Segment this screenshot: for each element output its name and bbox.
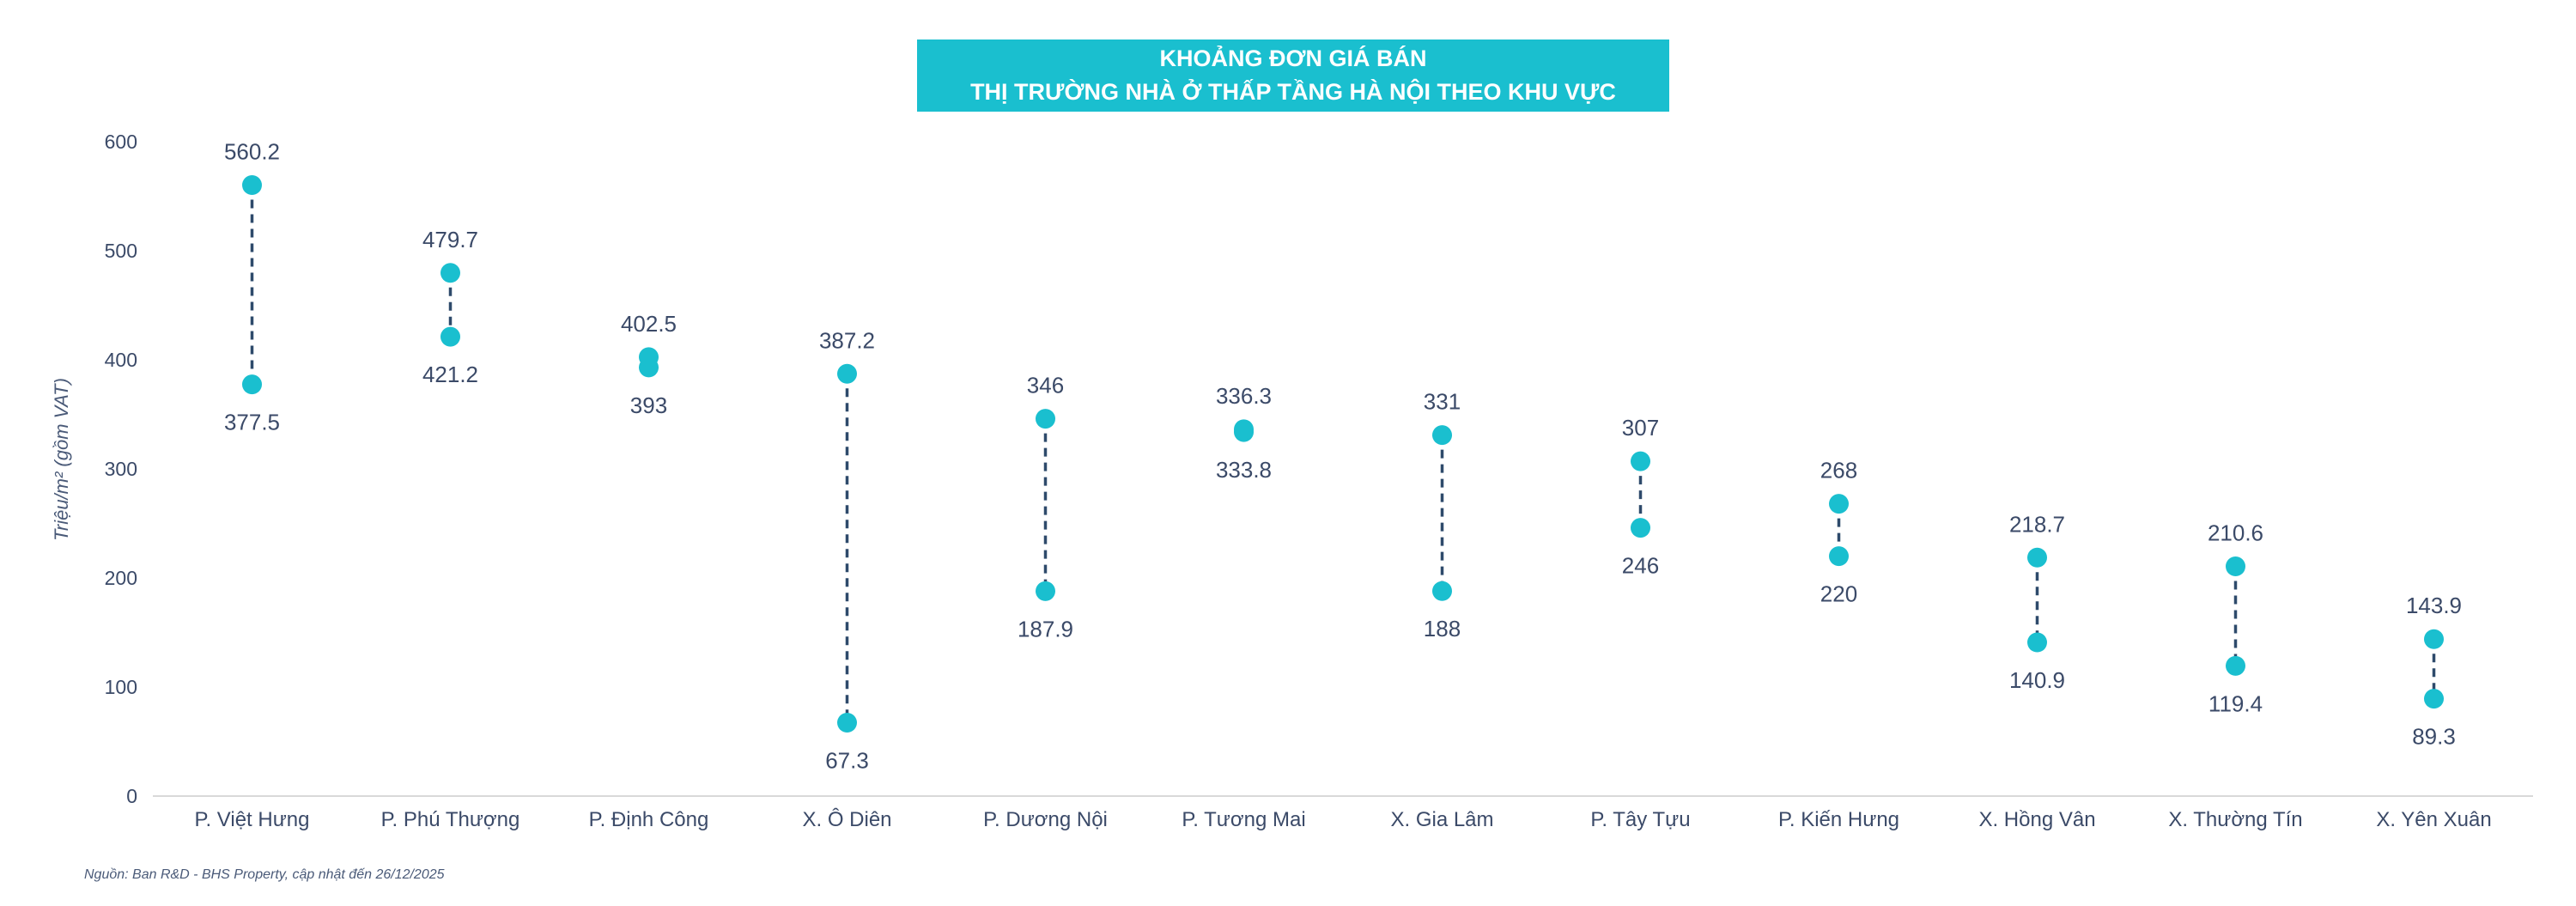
high-marker	[242, 175, 262, 196]
low-marker	[1036, 581, 1055, 601]
high-marker	[1036, 409, 1055, 429]
category-label: P. Tương Mai	[1182, 808, 1305, 831]
low-value-label: 89.3	[2412, 724, 2456, 750]
low-value-label: 246	[1622, 553, 1659, 579]
category-label: X. Yên Xuân	[2376, 808, 2491, 831]
high-value-label: 331	[1424, 389, 1461, 415]
high-marker	[837, 363, 857, 384]
category-label: P. Dương Nội	[983, 808, 1108, 831]
high-value-label: 336.3	[1216, 383, 1272, 409]
chart-title-line-2: THỊ TRƯỜNG NHÀ Ở THẤP TẦNG HÀ NỘI THEO K…	[970, 79, 1616, 105]
low-marker	[242, 374, 262, 395]
y-tick-label: 200	[105, 567, 137, 589]
low-marker	[2027, 632, 2047, 653]
low-value-label: 421.2	[422, 362, 478, 387]
high-value-label: 268	[1820, 458, 1857, 483]
category-label: X. Thường Tín	[2168, 808, 2302, 831]
y-tick-label: 300	[105, 458, 137, 480]
high-marker	[1829, 494, 1849, 514]
high-value-label: 346	[1027, 373, 1064, 398]
low-value-label: 187.9	[1018, 616, 1073, 641]
category-label: X. Hồng Vân	[1978, 808, 2095, 831]
y-tick-label: 500	[105, 240, 137, 262]
high-marker	[1234, 419, 1254, 440]
low-value-label: 188	[1424, 616, 1461, 641]
low-marker	[1829, 546, 1849, 567]
high-value-label: 479.7	[422, 227, 478, 252]
high-value-label: 143.9	[2406, 593, 2462, 618]
low-marker	[1432, 581, 1452, 601]
category-label: P. Phú Thượng	[381, 808, 520, 831]
category-label: P. Việt Hưng	[195, 808, 310, 831]
category-label: P. Kiến Hưng	[1778, 808, 1899, 831]
low-value-label: 220	[1820, 581, 1857, 607]
low-marker	[440, 326, 460, 347]
low-value-label: 67.3	[825, 748, 869, 774]
low-value-label: 140.9	[2009, 667, 2065, 693]
low-value-label: 393	[630, 392, 667, 418]
high-marker	[1432, 425, 1452, 446]
high-value-label: 560.2	[224, 139, 280, 165]
category-label: X. Gia Lâm	[1390, 808, 1493, 831]
y-tick-label: 100	[105, 676, 137, 698]
high-value-label: 218.7	[2009, 511, 2065, 537]
category-label: P. Định Công	[589, 808, 709, 831]
high-value-label: 307	[1622, 415, 1659, 441]
low-value-label: 333.8	[1216, 457, 1272, 483]
high-marker	[2226, 556, 2245, 577]
chart-title: KHOẢNG ĐƠN GIÁ BÁN THỊ TRƯỜNG NHÀ Ở THẤP…	[917, 40, 1669, 112]
high-value-label: 402.5	[621, 311, 677, 337]
y-tick-label: 600	[105, 131, 137, 153]
high-marker	[1631, 451, 1650, 471]
low-marker	[1631, 518, 1650, 538]
low-marker	[2424, 689, 2444, 709]
y-tick-label: 0	[126, 785, 137, 807]
low-value-label: 377.5	[224, 410, 280, 435]
category-label: X. Ô Diên	[802, 807, 891, 831]
low-marker	[837, 713, 857, 733]
category-label: P. Tây Tựu	[1590, 808, 1690, 831]
low-marker	[2226, 655, 2245, 676]
high-marker	[2027, 547, 2047, 568]
chart-title-line-1: KHOẢNG ĐƠN GIÁ BÁN	[1159, 46, 1427, 71]
high-marker	[440, 263, 460, 283]
high-value-label: 210.6	[2208, 520, 2263, 546]
low-value-label: 119.4	[2208, 690, 2263, 716]
source-note: Nguồn: Ban R&D - BHS Property, cập nhật …	[84, 867, 445, 882]
high-marker	[2424, 629, 2444, 649]
high-marker	[639, 347, 659, 368]
high-value-label: 387.2	[819, 327, 875, 353]
y-tick-label: 400	[105, 349, 137, 371]
